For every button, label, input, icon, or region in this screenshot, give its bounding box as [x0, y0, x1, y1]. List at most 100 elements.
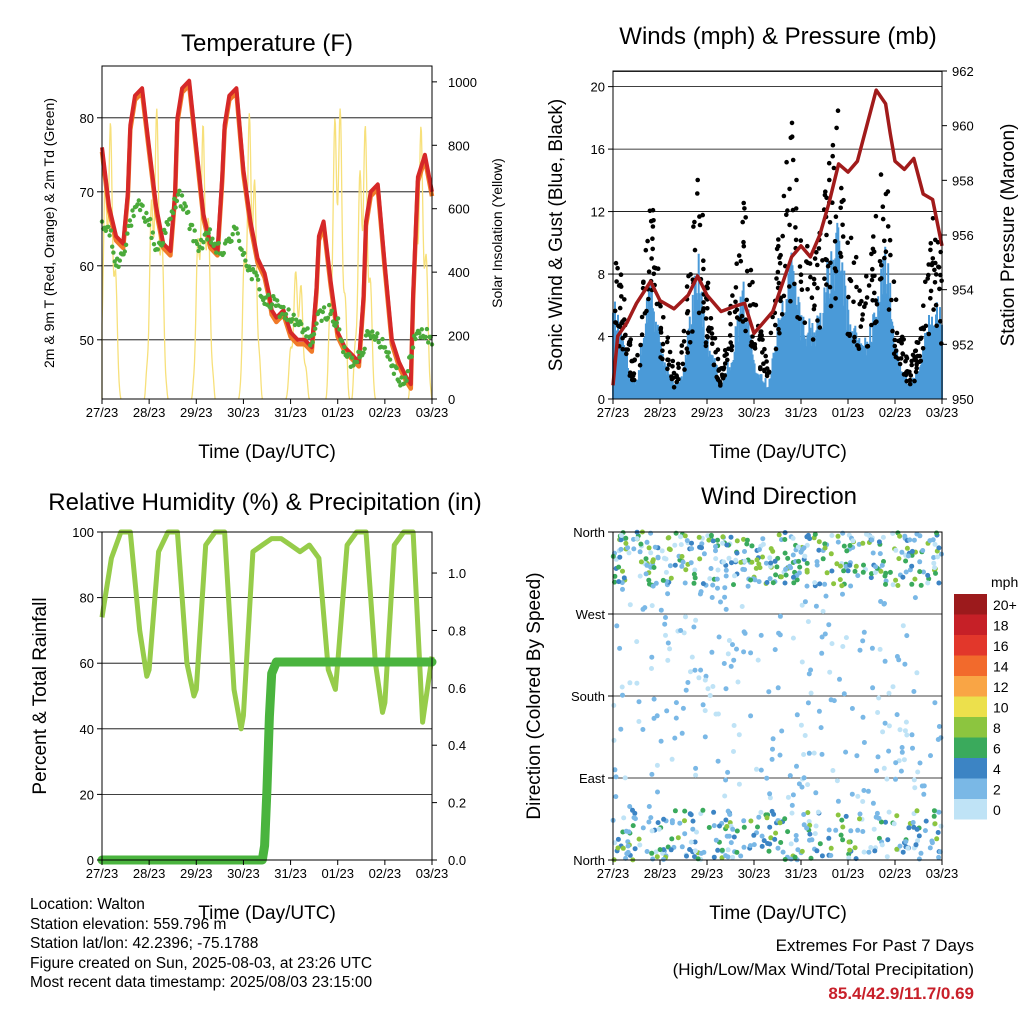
- wind-gust-point: [787, 186, 792, 192]
- wind-direction-point: [711, 809, 717, 815]
- wind-direction-point: [873, 814, 879, 820]
- wind-direction-point: [796, 781, 802, 787]
- wind-gust-point: [847, 331, 852, 337]
- wind-direction-point: [847, 543, 853, 548]
- wind-direction-point: [706, 537, 712, 543]
- wind-gust-point: [777, 255, 782, 260]
- wind-direction-point: [879, 562, 885, 568]
- wind-direction-point: [734, 538, 740, 544]
- wind-gust-point: [675, 361, 681, 367]
- wind-direction-point: [663, 632, 668, 638]
- x-tick-label: 27/23: [597, 866, 630, 881]
- wind-direction-point: [741, 818, 747, 824]
- wind-gust-point: [777, 260, 783, 266]
- wind-direction-point: [843, 635, 849, 641]
- wind-direction-point: [860, 714, 866, 720]
- wind-gust-point: [761, 361, 766, 367]
- wind-direction-point: [724, 833, 730, 839]
- wind-direction-point: [902, 661, 908, 667]
- dewpoint-point: [183, 204, 188, 209]
- speed-legend-swatch: [954, 778, 987, 799]
- wind-direction-point: [921, 569, 926, 575]
- wind-gust-point: [658, 330, 664, 335]
- wind-gust-point: [780, 233, 785, 239]
- wind-gust-point: [645, 238, 650, 244]
- wind-direction-point: [861, 788, 867, 793]
- wind-direction-point: [826, 827, 832, 833]
- dewpoint-point: [210, 236, 215, 241]
- x-tick-label: 02/23: [369, 405, 402, 420]
- wind-gust-point: [919, 335, 924, 341]
- wind-gust-point: [817, 325, 823, 330]
- wind-direction-point: [875, 754, 881, 760]
- wind-gust-point: [873, 213, 879, 219]
- y-tick-label: 0: [598, 392, 605, 407]
- wind-direction-point: [738, 853, 744, 859]
- wind-direction-point: [649, 603, 655, 609]
- wind-direction-point: [636, 836, 642, 842]
- wind-gust-point: [798, 238, 804, 243]
- wind-gust-point: [764, 359, 769, 364]
- wind-direction-point: [769, 756, 775, 762]
- wind-gust-point: [716, 368, 721, 373]
- wind-direction-point: [787, 563, 793, 569]
- wind-direction-point: [870, 800, 876, 806]
- solar-insolation-line: [238, 113, 263, 400]
- wind-gust-point: [815, 318, 820, 323]
- wind-gust-point: [631, 371, 637, 376]
- wind-gust-point: [862, 304, 867, 310]
- wind-gust-point: [830, 153, 835, 159]
- wind-direction-point: [672, 735, 678, 741]
- dewpoint-point: [205, 237, 210, 242]
- wind-gust-point: [715, 377, 721, 383]
- wind-direction-point: [894, 846, 900, 852]
- wind-direction-point: [835, 812, 841, 818]
- wind-direction-point: [907, 537, 913, 543]
- speed-legend-swatch: [954, 799, 987, 820]
- wind-gust-point: [646, 269, 652, 275]
- wind-direction-point: [934, 836, 940, 842]
- dewpoint-point: [206, 230, 211, 236]
- wind-direction-point: [835, 539, 841, 545]
- wind-direction-point: [849, 706, 855, 711]
- speed-legend-label: 2: [993, 782, 1001, 798]
- wind-direction-point: [749, 559, 755, 565]
- wind-direction-point: [909, 552, 915, 558]
- x-tick-label: 29/23: [180, 405, 213, 420]
- wind-direction-point: [661, 816, 667, 822]
- wind-direction-point: [691, 571, 697, 577]
- wind-gust-point: [660, 348, 665, 354]
- wind-direction-point: [822, 581, 828, 587]
- wind-gust-point: [880, 204, 886, 209]
- wind-direction-point: [768, 835, 774, 841]
- wind-direction-point: [718, 599, 723, 605]
- wind-direction-point: [736, 781, 742, 787]
- dewpoint-point: [201, 240, 206, 245]
- wind-gust-point: [826, 160, 832, 166]
- wind-direction-point: [749, 543, 755, 549]
- wind-direction-point: [692, 839, 698, 845]
- x-tick-label: 01/23: [832, 866, 865, 881]
- wind-direction-point: [897, 533, 903, 539]
- wind-direction-point: [777, 613, 783, 619]
- wind-gust-point: [855, 343, 860, 348]
- wind-direction-point: [680, 559, 686, 565]
- wind-gust-point: [715, 356, 721, 362]
- extremes-heading: Extremes For Past 7 Days: [775, 936, 974, 955]
- wind-direction-point: [880, 729, 886, 735]
- y2-tick-label: 1.0: [448, 566, 466, 581]
- wind-gust-point: [904, 354, 909, 360]
- pressure-line: [611, 88, 944, 386]
- wind-gust-point: [617, 305, 623, 311]
- wind-direction-point: [648, 530, 654, 536]
- wind-direction-point: [874, 768, 880, 774]
- wind-gust-point: [758, 365, 763, 370]
- wind-gust-point: [741, 243, 747, 249]
- wind-direction-point: [903, 558, 909, 564]
- wind-gust-point: [827, 220, 833, 225]
- dewpoint-point: [325, 315, 331, 320]
- dewpoint-point: [275, 298, 280, 303]
- wind-gust-point: [930, 216, 936, 221]
- wind-gust-point: [894, 330, 900, 336]
- wind-direction-point: [913, 842, 919, 848]
